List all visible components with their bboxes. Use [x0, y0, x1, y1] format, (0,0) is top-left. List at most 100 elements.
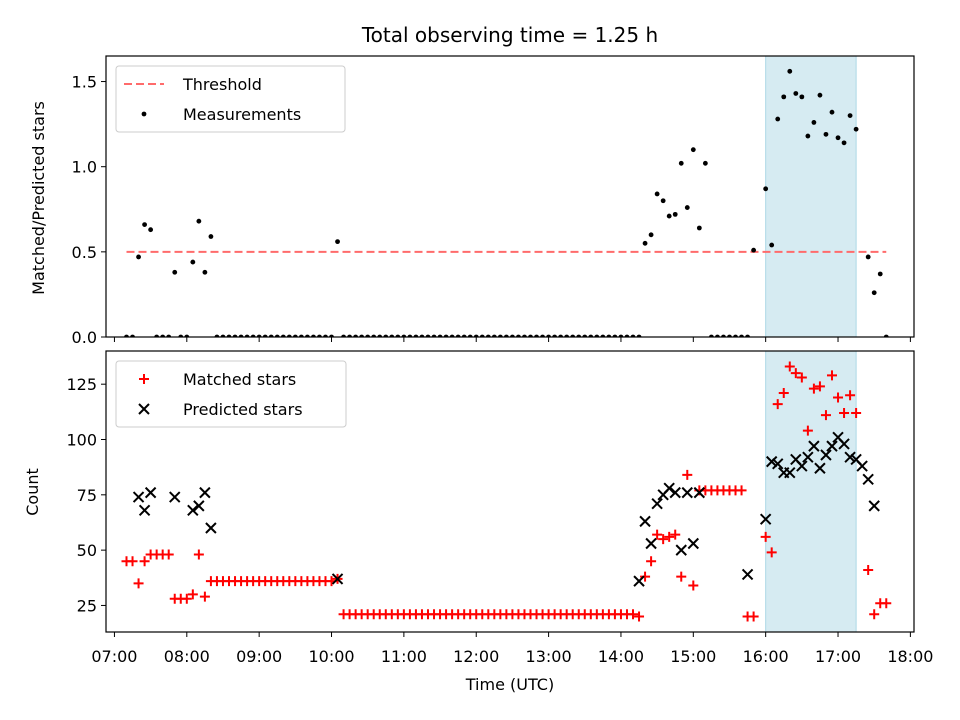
measurement-point — [775, 116, 781, 122]
predicted-star-point — [826, 440, 838, 452]
measurement-point — [672, 211, 678, 217]
predicted-star-point — [741, 568, 754, 581]
predicted-star-point — [856, 460, 868, 472]
bottom-ytick-label: 25 — [77, 596, 97, 615]
matched-star-point — [814, 381, 825, 392]
matched-star-point — [796, 372, 807, 383]
top-ytick-label: 1.5 — [72, 73, 97, 92]
matched-star-point — [652, 529, 663, 540]
predicted-star-point — [144, 486, 157, 499]
top-ytick-label: 1.0 — [72, 158, 97, 177]
measurement-point — [763, 186, 769, 192]
measurement-point — [148, 227, 154, 233]
matched-star-point — [820, 410, 831, 421]
predicted-star-point — [765, 455, 778, 468]
predicted-star-point — [808, 440, 820, 452]
legend-predicted-swatch — [138, 403, 150, 415]
legend-box — [115, 360, 347, 428]
matched-star-point — [839, 407, 850, 418]
matched-star-point — [181, 593, 192, 604]
xtick-label: 08:00 — [164, 647, 210, 666]
predicted-star-point — [814, 462, 826, 474]
matched-star-point — [664, 531, 675, 542]
predicted-star-point — [838, 438, 850, 450]
matched-star-point — [163, 549, 174, 560]
observing-window-shade — [765, 55, 857, 338]
x-axis-label: Time (UTC) — [465, 675, 554, 694]
matched-star-point — [808, 383, 819, 394]
bottom-ytick-label: 100 — [66, 431, 97, 450]
matched-star-point — [766, 547, 777, 558]
legend-label: Measurements — [183, 105, 301, 124]
bottom-plot-area — [121, 361, 892, 622]
top-ytick-label: 0.0 — [72, 328, 97, 347]
top-axes-frame — [105, 55, 915, 338]
measurement-point — [136, 254, 141, 260]
predicted-star-point — [820, 449, 832, 461]
predicted-star-point — [802, 451, 814, 463]
matched-star-point — [748, 611, 759, 622]
matched-star-point — [640, 571, 651, 582]
predicted-star-point — [844, 451, 856, 463]
measurement-point — [877, 271, 883, 277]
matched-star-point — [133, 578, 144, 589]
top-ytick-label: 0.5 — [72, 243, 97, 262]
matched-star-point — [193, 549, 204, 560]
measurement-point — [751, 247, 757, 253]
bottom-axes-frame — [105, 350, 915, 633]
measurement-point — [678, 160, 684, 166]
measurement-point — [799, 94, 805, 100]
predicted-star-point — [675, 544, 687, 556]
measurement-point — [835, 135, 841, 141]
measurement-point — [841, 140, 847, 146]
predicted-star-point — [199, 486, 211, 499]
measurement-point — [829, 109, 835, 115]
matched-star-point — [682, 469, 693, 480]
measurement-point — [769, 242, 775, 248]
legend-box — [115, 65, 346, 133]
measurement-point — [208, 234, 214, 239]
measurement-point — [865, 254, 871, 260]
matched-star-point — [139, 556, 150, 567]
predicted-star-point — [651, 497, 663, 510]
measurement-point — [811, 120, 817, 125]
predicted-star-point — [639, 515, 651, 528]
count-panel: 25 50 75 100 125 07:00 08:00 09:00 10:00 11:00 12:… — [66, 350, 933, 666]
measurement-point — [696, 225, 702, 231]
legend-measurement-swatch — [141, 111, 147, 117]
matched-star-point — [688, 580, 699, 591]
bottom-ytick-label: 125 — [66, 375, 97, 394]
measurement-point — [335, 239, 340, 245]
xtick-label: 10:00 — [308, 647, 354, 666]
predicted-star-point — [132, 491, 145, 503]
bottom-ylabel: Count — [23, 468, 42, 516]
measurement-point — [793, 91, 799, 96]
xtick-label: 16:00 — [743, 647, 789, 666]
matched-star-point — [851, 407, 862, 418]
predicted-star-point — [681, 486, 693, 499]
xtick-label: 17:00 — [815, 647, 861, 666]
xtick-label: 14:00 — [598, 647, 644, 666]
predicted-star-point — [187, 504, 199, 517]
matched-star-point — [778, 388, 789, 399]
predicted-star-point — [868, 500, 880, 512]
matched-star-point — [802, 425, 813, 436]
xtick-label: 12:00 — [453, 647, 499, 666]
measurement-point — [702, 160, 708, 166]
legend-matched-swatch — [139, 374, 149, 384]
predicted-star-point — [193, 500, 205, 512]
measurement-point — [684, 205, 690, 210]
predicted-star-point — [169, 491, 181, 503]
matched-star-point — [628, 609, 639, 620]
legend-label: Matched stars — [183, 370, 296, 389]
matched-star-point — [646, 556, 657, 567]
predicted-star-point — [205, 522, 217, 534]
matched-star-point — [736, 485, 747, 496]
predicted-star-point — [138, 504, 151, 517]
matched-star-point — [634, 611, 645, 622]
measurement-point — [202, 269, 208, 275]
measurement-point — [847, 113, 853, 119]
measurement-point — [648, 232, 654, 238]
matched-star-point — [863, 565, 874, 576]
predicted-star-point — [663, 482, 675, 494]
